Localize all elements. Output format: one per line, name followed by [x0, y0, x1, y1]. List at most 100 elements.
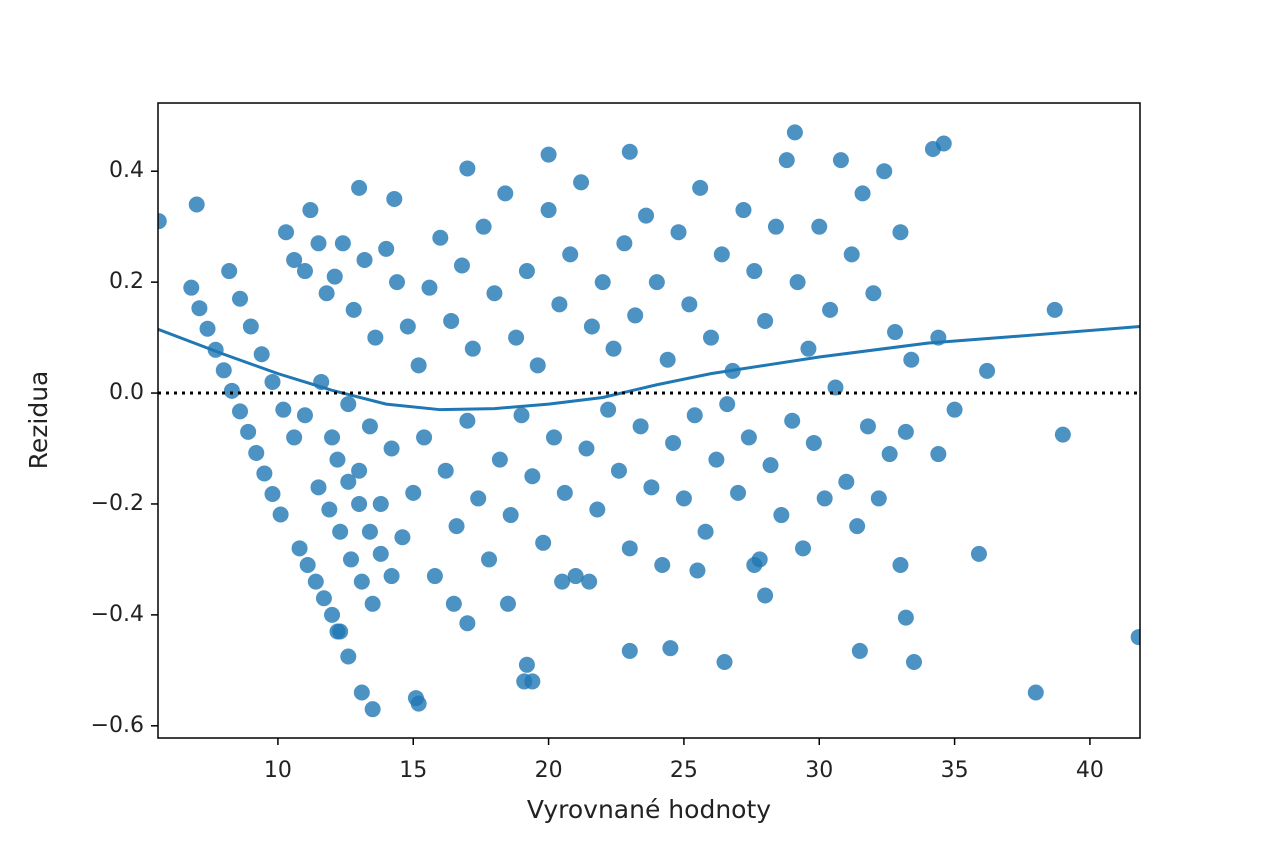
point: [719, 396, 736, 413]
point: [616, 235, 633, 252]
point: [264, 373, 281, 390]
point: [643, 479, 660, 496]
point: [315, 590, 332, 607]
point: [849, 518, 866, 535]
point: [795, 540, 812, 557]
point: [356, 251, 373, 268]
point: [372, 495, 389, 512]
point: [600, 401, 617, 418]
point: [518, 656, 535, 673]
point: [499, 595, 516, 612]
point: [665, 434, 682, 451]
point: [332, 523, 349, 540]
point: [307, 573, 324, 590]
point: [491, 451, 508, 468]
point: [353, 684, 370, 701]
point: [481, 551, 498, 568]
point: [232, 290, 249, 307]
point: [762, 457, 779, 474]
point: [410, 695, 427, 712]
point: [621, 143, 638, 160]
point: [437, 462, 454, 479]
point: [158, 213, 167, 230]
point: [310, 235, 327, 252]
point: [223, 382, 240, 399]
point: [854, 185, 871, 202]
x-tick-label: 40: [1076, 758, 1104, 783]
point: [892, 556, 909, 573]
point: [272, 506, 289, 523]
point: [583, 318, 600, 335]
axes-frame: [157, 102, 1141, 739]
y-axis-label: Rezidua: [24, 371, 53, 470]
y-tick-label: 0.0: [109, 380, 144, 405]
y-tick-label: −0.4: [91, 602, 144, 627]
point: [372, 545, 389, 562]
point: [394, 529, 411, 546]
point: [340, 473, 357, 490]
point: [426, 568, 443, 585]
point: [364, 701, 381, 718]
point: [924, 141, 941, 158]
point: [513, 407, 530, 424]
point: [786, 124, 803, 141]
x-tick-label: 25: [670, 758, 698, 783]
point: [340, 396, 357, 413]
point: [675, 490, 692, 507]
point: [329, 451, 346, 468]
y-tick-label: −0.2: [91, 491, 144, 516]
point: [773, 507, 790, 524]
point: [386, 190, 403, 207]
point: [859, 418, 876, 435]
point: [654, 556, 671, 573]
y-tick-label: −0.6: [91, 713, 144, 738]
point: [215, 362, 232, 379]
point: [361, 418, 378, 435]
point: [822, 301, 839, 318]
point: [746, 263, 763, 280]
point: [324, 429, 341, 446]
point: [535, 534, 552, 551]
point: [746, 556, 763, 573]
point: [851, 642, 868, 659]
point: [876, 163, 893, 180]
point: [1130, 629, 1140, 646]
point: [897, 609, 914, 626]
point: [843, 246, 860, 263]
point: [946, 401, 963, 418]
point: [686, 407, 703, 424]
point: [502, 507, 519, 524]
point: [903, 351, 920, 368]
point: [448, 518, 465, 535]
point: [697, 523, 714, 540]
point: [486, 285, 503, 302]
point: [730, 484, 747, 501]
point: [1054, 426, 1071, 443]
point: [778, 152, 795, 169]
point: [326, 268, 343, 285]
point: [470, 490, 487, 507]
point: [364, 595, 381, 612]
point: [296, 263, 313, 280]
point: [191, 300, 208, 317]
point: [459, 412, 476, 429]
point: [621, 642, 638, 659]
point: [887, 324, 904, 341]
point: [310, 479, 327, 496]
point: [897, 423, 914, 440]
point: [183, 279, 200, 296]
point: [383, 568, 400, 585]
point: [361, 523, 378, 540]
point: [324, 606, 341, 623]
point: [497, 185, 514, 202]
point: [351, 179, 368, 196]
x-axis-label: Vyrovnané hodnoty: [527, 795, 771, 824]
point: [638, 207, 655, 224]
point: [662, 640, 679, 657]
point: [816, 490, 833, 507]
x-tick-label: 10: [264, 758, 292, 783]
point: [930, 446, 947, 463]
point: [540, 202, 557, 219]
point: [594, 274, 611, 291]
